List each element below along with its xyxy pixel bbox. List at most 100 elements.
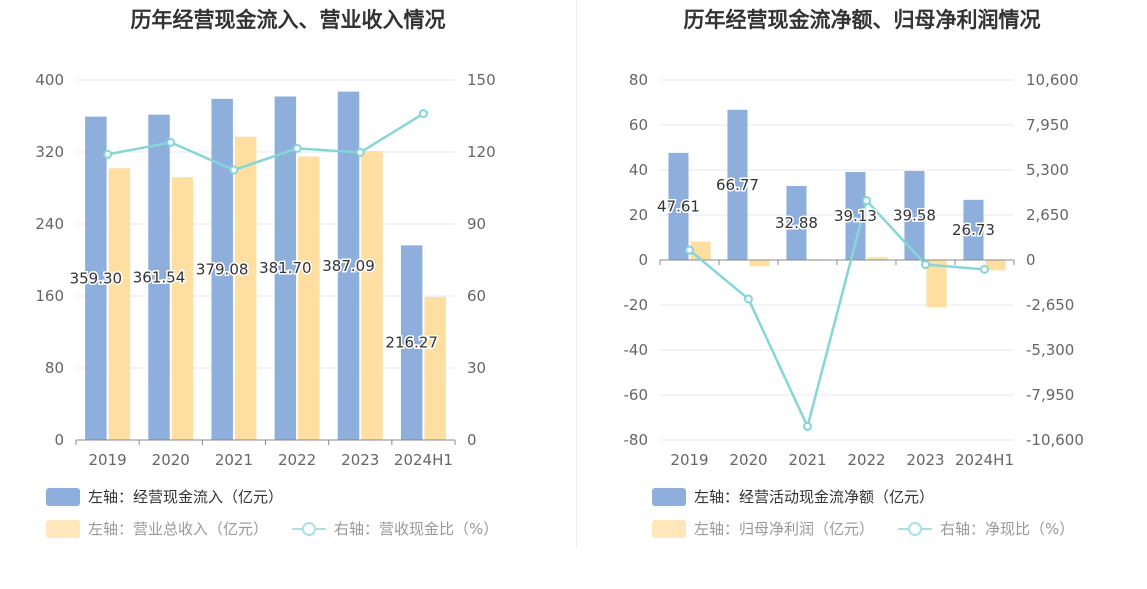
y-tick-label-right: 30 [467,359,486,377]
x-tick-label: 2022 [278,451,316,469]
chart-plot: -80 -60 -40 -20 0 20 40 60 80 -10,600 -7,950 -5,300… [624,71,1084,469]
ratio-point [229,165,239,175]
chart-plot: 0 80 160 240 320 400 0 30 60 90 120 150 2019 2020 2021… [35,71,496,469]
x-tick-label: 2020 [729,451,767,469]
y-tick-label-left: 0 [638,251,648,269]
y-tick-label-left: 20 [629,206,648,224]
y-tick-label-left: 0 [54,431,64,449]
bar-secondary [424,296,446,440]
bar-primary [274,96,297,440]
bar-secondary [749,260,770,267]
legend-row-2: 左轴：营业总收入（亿元） 右轴：营收现金比（%） [46,518,522,539]
y-tick-label-right: 7,950 [1026,116,1069,134]
bar-data-label: 39.58 [893,206,936,224]
y-tick-label-right: -7,950 [1026,386,1074,404]
legend-item-net-profit[interactable]: 左轴：归母净利润（亿元） [652,518,874,539]
bar-primary [668,152,689,260]
bar-secondary [108,168,131,440]
y-tick-label-left: 240 [35,215,64,233]
bar-data-label: 359.30 [70,269,123,287]
x-tick-label: 2023 [341,451,379,469]
x-tick-label: 2021 [215,451,253,469]
bar-primary [904,170,925,260]
legend-label: 左轴：经营活动现金流净额（亿元） [694,488,935,506]
legend-item-cash-revenue-ratio[interactable]: 右轴：营收现金比（%） [292,518,498,539]
y-tick-label-left: 400 [35,71,64,89]
bar-primary [786,186,807,260]
legend-item-net-cash-ratio[interactable]: 右轴：净现比（%） [898,518,1074,539]
ratio-point [355,147,365,157]
legend-line-marker-icon [898,520,933,538]
y-tick-label-left: 160 [35,287,64,305]
ratio-point [685,245,694,255]
y-tick-label-right: 5,300 [1026,161,1069,179]
x-tick-label: 2024H1 [394,451,453,469]
legend-row-1: 左轴：经营现金流入（亿元） [46,486,307,507]
bar-data-label: 216.27 [385,334,438,352]
y-tick-label-left: -60 [624,386,649,404]
y-tick-label-right: 150 [467,71,496,89]
legend-item-revenue[interactable]: 左轴：营业总收入（亿元） [46,518,268,539]
bar-data-label: 361.54 [133,268,186,286]
y-tick-label-right: 0 [1026,251,1036,269]
legend-item-cash-inflow[interactable]: 左轴：经营现金流入（亿元） [46,486,283,507]
x-tick-label: 2019 [670,451,708,469]
bar-data-label: 379.08 [196,260,249,278]
chart-title: 历年经营现金流净额、归母净利润情况 [683,8,1041,32]
y-tick-label-right: -10,600 [1026,431,1084,449]
chart-title: 历年经营现金流入、营业收入情况 [130,8,446,32]
bar-secondary [985,260,1006,271]
ratio-line [688,198,985,431]
legend-label: 左轴：营业总收入（亿元） [88,520,269,538]
bar-data-label: 387.09 [322,257,375,275]
legend-item-net-cashflow[interactable]: 左轴：经营活动现金流净额（亿元） [652,486,934,507]
y-tick-label-right: 90 [467,215,486,233]
y-tick-label-left: -20 [624,296,649,314]
bar-primary [400,245,423,440]
bar-secondary [926,260,947,308]
bar-data-label: 39.13 [834,207,877,225]
bar-secondary [171,177,194,440]
x-tick-label: 2024H1 [955,451,1014,469]
y-tick-label-left: 80 [45,359,64,377]
legend-label: 左轴：经营现金流入（亿元） [88,488,284,506]
x-tick-label: 2022 [847,451,885,469]
legend-swatch [652,487,686,506]
ratio-point [166,137,176,147]
ratio-line [107,112,425,172]
y-tick-label-left: -80 [624,431,649,449]
chart-panel-cashflow-inflow: 历年经营现金流入、营业收入情况 0 80 160 240 320 400 0 30 60 90 12… [0,0,576,550]
bar-secondary [361,151,383,440]
legend-row-2: 左轴：归母净利润（亿元） 右轴：净现比（%） [652,518,1098,539]
bar-data-label: 26.73 [952,221,995,239]
legend-label: 左轴：归母净利润（亿元） [694,520,875,538]
x-tick-label: 2019 [88,451,126,469]
x-tick-label: 2020 [152,451,190,469]
x-tick-label: 2021 [788,451,826,469]
y-tick-label-left: 80 [629,71,648,89]
bar-primary [211,98,233,440]
bar-data-label: 32.88 [775,214,818,232]
bar-data-label: 381.70 [259,259,312,277]
ratio-point [744,294,753,304]
bar-secondary [867,257,888,260]
panel-divider [576,0,577,548]
bar-data-label: 47.61 [657,197,700,215]
y-tick-label-left: 320 [35,143,64,161]
ratio-point [921,260,930,270]
y-tick-label-right: 2,650 [1026,206,1069,224]
legend-swatch [46,487,80,506]
bar-primary [963,199,984,260]
bar-secondary [234,136,257,440]
bar-primary [727,109,748,260]
y-tick-label-right: 10,600 [1026,71,1079,89]
bar-primary [148,114,170,440]
bar-primary [845,171,866,260]
y-tick-label-right: -5,300 [1026,341,1074,359]
legend-label: 右轴：净现比（%） [940,520,1075,538]
legend-label: 右轴：营收现金比（%） [334,520,499,538]
legend-swatch [46,519,80,538]
y-tick-label-right: -2,650 [1026,296,1074,314]
legend-swatch [652,519,686,538]
chart-panel-net-cashflow: 历年经营现金流净额、归母净利润情况 -80 -60 -40 -20 0 20 40 60 80-… [577,0,1147,550]
